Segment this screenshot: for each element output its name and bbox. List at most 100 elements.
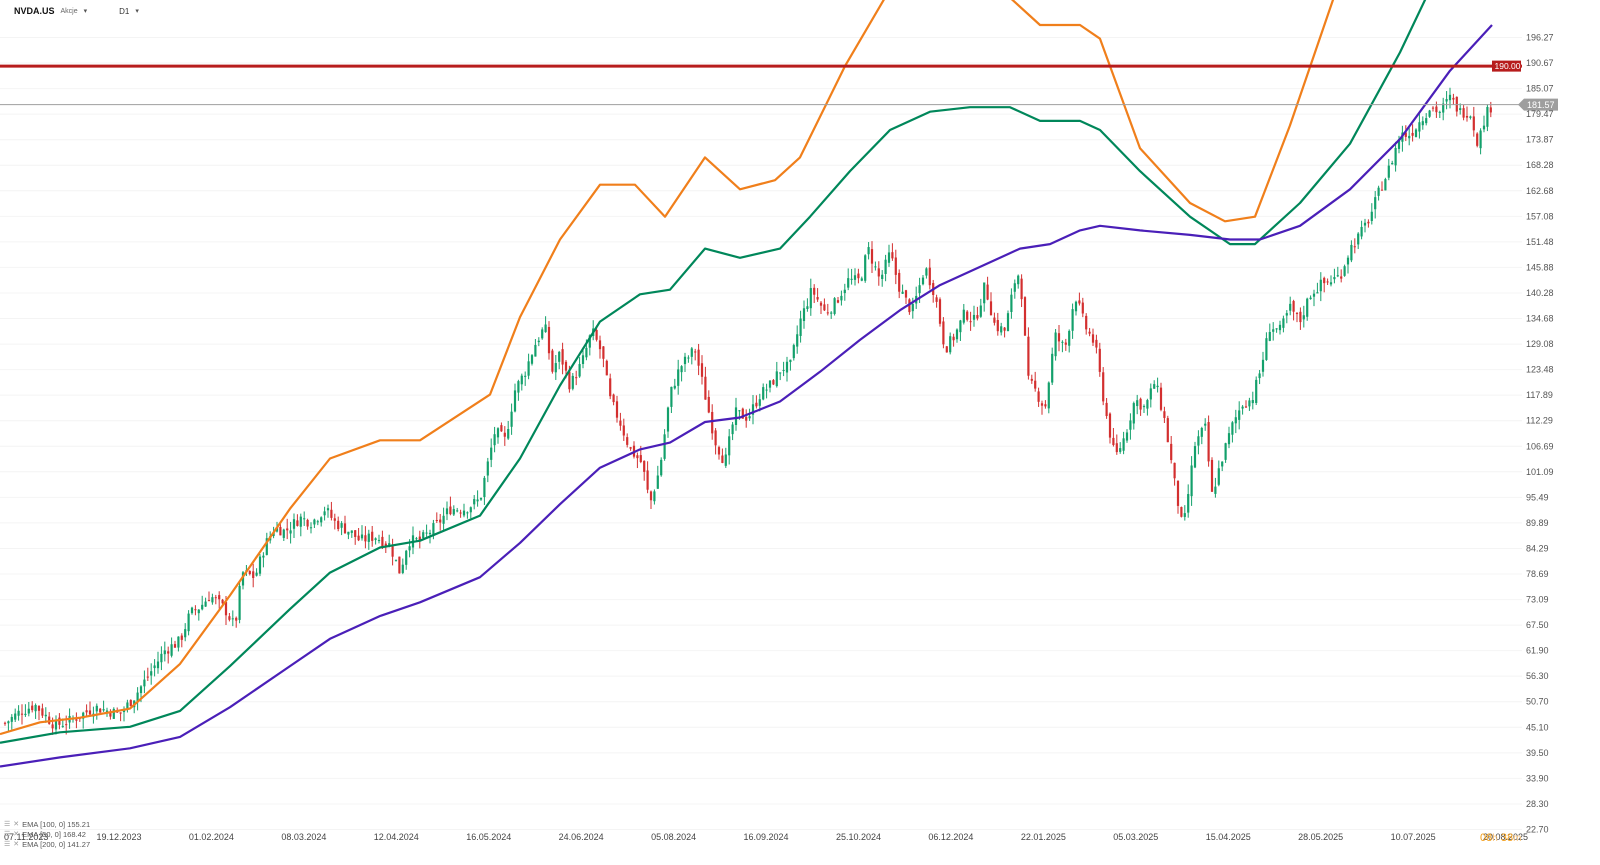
x-tick-label: 28.05.2025 <box>1298 832 1343 842</box>
price-levels[interactable]: 190.00 181.57 <box>0 60 1558 111</box>
candle-body <box>126 702 129 709</box>
candle-body <box>292 519 296 529</box>
candle-body <box>204 601 207 607</box>
indicator-item[interactable]: ☰ ✕ EMA [100, 0] 155.21 <box>4 820 90 830</box>
candle-body <box>439 519 442 523</box>
candle-body <box>1295 313 1299 315</box>
candle-body <box>1408 135 1411 139</box>
candle-body <box>636 455 639 459</box>
candle-body <box>299 516 302 527</box>
candle-body <box>935 297 938 302</box>
candle-body <box>466 512 469 514</box>
candle-body <box>1459 108 1462 110</box>
timeframe-label[interactable]: D1 <box>119 6 130 16</box>
candle-body <box>598 340 602 350</box>
candle-body <box>840 295 843 301</box>
candle-body <box>88 710 92 715</box>
candle-body <box>20 713 24 715</box>
candle-body <box>1176 480 1180 506</box>
candle-body <box>3 722 7 724</box>
y-axis: 196.27 190.67 185.07 179.47 173.87 168.28 162.… <box>1526 33 1554 835</box>
candle-body <box>996 320 999 332</box>
candle-body <box>54 719 58 730</box>
chevron-down-icon[interactable]: ▾ <box>135 8 139 15</box>
candle-body <box>1037 391 1040 402</box>
ema-50-line <box>0 0 1335 736</box>
candle-body <box>711 411 714 434</box>
candle-body <box>1309 297 1312 300</box>
candle-body <box>476 499 479 502</box>
close-icon[interactable]: ✕ <box>13 821 20 828</box>
candle-body <box>847 278 850 288</box>
candle-body <box>1061 341 1064 343</box>
y-tick-label: 185.07 <box>1526 84 1554 94</box>
chevron-down-icon[interactable]: ▾ <box>83 8 88 15</box>
candle-body <box>1448 94 1452 101</box>
indicator-item[interactable]: ☰ ✕ EMA [200, 0] 141.27 <box>4 840 90 850</box>
candle-body <box>683 356 687 365</box>
candle-body <box>813 287 816 295</box>
candle-body <box>44 714 47 717</box>
candle-body <box>969 321 972 323</box>
candle-body <box>333 518 336 521</box>
candle-body <box>1370 211 1373 222</box>
candle-body <box>197 609 200 614</box>
candle-body <box>343 523 347 534</box>
candle-body <box>1244 406 1248 408</box>
y-tick-label: 173.87 <box>1526 135 1554 145</box>
close-icon[interactable]: ✕ <box>13 841 20 848</box>
symbol-label[interactable]: NVDA.US <box>14 6 55 16</box>
candle-body <box>1442 103 1445 113</box>
candle-body <box>1217 468 1220 485</box>
candle-body <box>1323 277 1326 284</box>
candle-body <box>1391 162 1394 165</box>
candle-body <box>456 510 459 512</box>
candle-body <box>707 396 710 413</box>
candle-body <box>1044 404 1047 407</box>
alert-price-tag[interactable] <box>1492 60 1521 72</box>
candle-body <box>1142 406 1146 408</box>
y-tick-label: 73.09 <box>1526 595 1549 605</box>
candle-body <box>10 716 13 722</box>
candle-body <box>354 530 357 537</box>
candle-body <box>173 644 177 648</box>
candle-body <box>1159 387 1163 410</box>
candle-body <box>1374 197 1377 210</box>
candle-body <box>449 506 452 515</box>
candle-body <box>473 499 476 505</box>
candle-body <box>347 531 350 535</box>
candle-body <box>241 572 245 586</box>
candle-body <box>432 523 435 537</box>
settings-icon[interactable]: ☰ <box>4 821 11 828</box>
settings-icon[interactable]: ☰ <box>4 831 11 838</box>
candle-body <box>1289 303 1292 311</box>
candle-body <box>218 595 221 600</box>
candle-body <box>224 601 228 616</box>
candle-body <box>853 275 857 280</box>
indicator-item[interactable]: ☰ ✕ EMA [50, 0] 168.42 <box>4 830 90 840</box>
candle-body <box>384 543 387 546</box>
candle-body <box>639 455 642 462</box>
close-icon[interactable]: ✕ <box>13 831 20 838</box>
candle-body <box>1465 115 1469 118</box>
candle-body <box>194 609 197 611</box>
candle-body <box>728 436 731 456</box>
candle-body <box>156 661 160 669</box>
candle-body <box>908 299 911 313</box>
x-tick-label: 25.10.2024 <box>836 832 881 842</box>
candle-body <box>1340 276 1343 279</box>
candle-body <box>622 425 625 436</box>
candle-body <box>649 491 653 501</box>
candle-body <box>394 559 398 561</box>
candle-body <box>1319 279 1322 292</box>
candle-body <box>1088 331 1091 334</box>
candle-body <box>102 709 105 711</box>
settings-icon[interactable]: ☰ <box>4 841 11 848</box>
candle-body <box>680 366 683 373</box>
candle-body <box>609 378 612 397</box>
candle-body <box>602 346 605 359</box>
y-tick-label: 95.49 <box>1526 492 1549 502</box>
y-tick-label: 84.29 <box>1526 543 1549 553</box>
candle-body <box>1472 116 1475 131</box>
